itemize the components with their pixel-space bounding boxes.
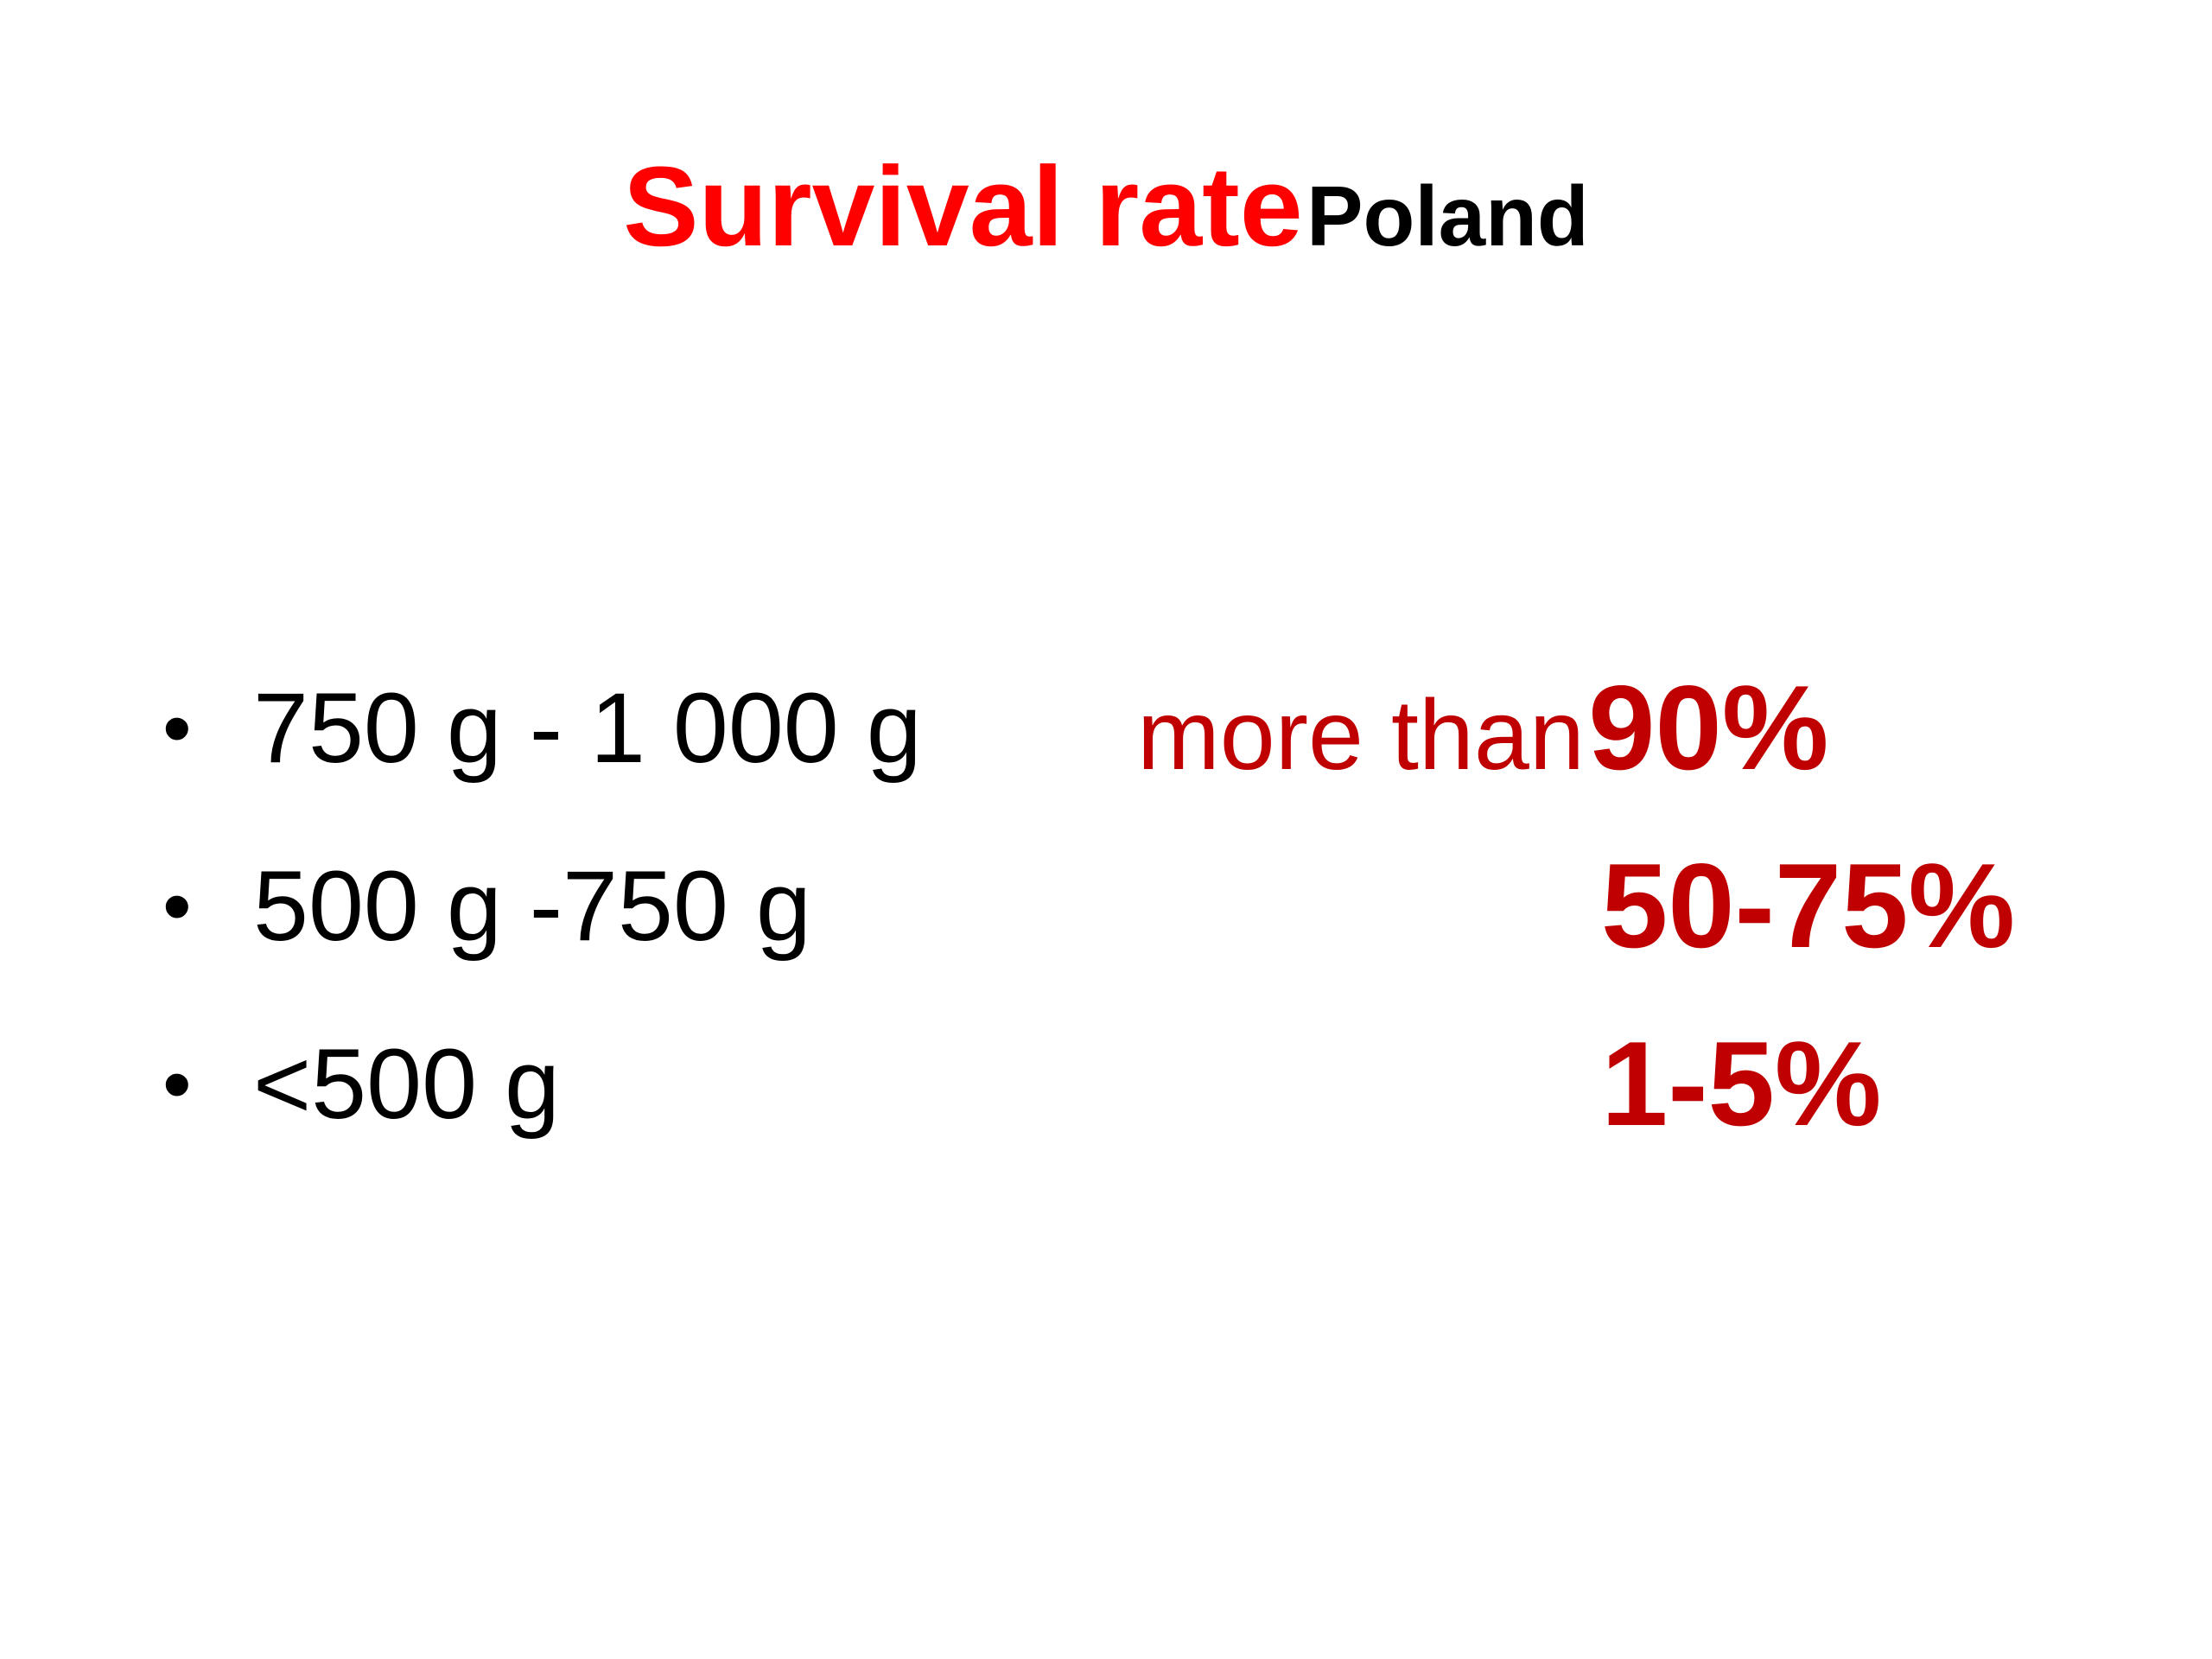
survival-value: 50-75% xyxy=(1601,837,2015,1013)
bullet-row: • 500 g -750 g 50-75% xyxy=(0,837,2212,976)
survival-value: more than 90% xyxy=(1137,659,1828,835)
slide-title: Survival rate Poland xyxy=(0,138,2212,274)
weight-range: 750 g - 1 000 g xyxy=(253,673,922,784)
title-sub: Poland xyxy=(1306,168,1589,264)
survival-percentage: 1-5% xyxy=(1601,1017,1882,1151)
bullet-dot-icon: • xyxy=(162,860,192,952)
bullet-row: • <500 g 1-5% xyxy=(0,1015,2212,1154)
bullet-row: • 750 g - 1 000 g more than 90% xyxy=(0,659,2212,798)
survival-percentage: 90% xyxy=(1588,661,1829,795)
survival-percentage: 50-75% xyxy=(1601,839,2016,973)
weight-range: 500 g -750 g xyxy=(253,851,811,962)
survival-value: 1-5% xyxy=(1601,1015,1882,1191)
title-main: Survival rate xyxy=(623,143,1303,270)
bullet-dot-icon: • xyxy=(162,1038,192,1130)
weight-range: <500 g xyxy=(253,1029,560,1140)
survival-value-prefix: more than xyxy=(1137,680,1585,791)
bullet-dot-icon: • xyxy=(162,682,192,774)
